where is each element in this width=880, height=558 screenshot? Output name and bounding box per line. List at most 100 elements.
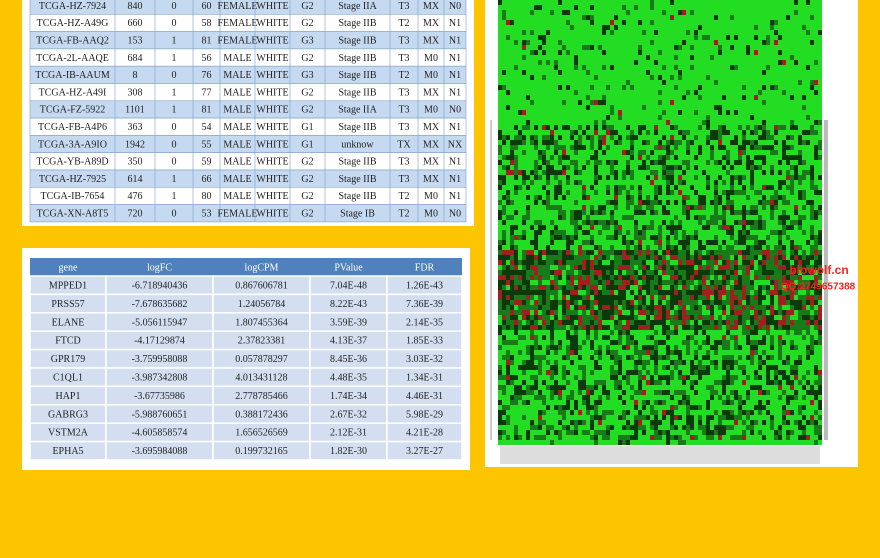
heatmap-cell: [574, 220, 578, 225]
heatmap-cell: [554, 225, 558, 230]
heatmap-cell: [606, 325, 610, 330]
heatmap-cell: [602, 300, 606, 305]
heatmap-cell: [706, 420, 710, 425]
heatmap-cell: [702, 425, 706, 430]
heatmap-cell: [658, 390, 662, 395]
heatmap-cell: [622, 265, 626, 270]
heatmap-cell: [710, 310, 714, 315]
cell-text: 3.27E-27: [406, 446, 443, 457]
heatmap-cell: [746, 270, 750, 275]
heatmap-cell: [546, 260, 550, 265]
cell-text: 81: [202, 105, 212, 116]
heatmap-cell: [790, 325, 794, 330]
heatmap-cell: [654, 270, 658, 275]
heatmap-cell: [554, 230, 558, 235]
heatmap-cell: [710, 265, 714, 270]
heatmap-cell: [654, 400, 658, 405]
heatmap-cell: [590, 405, 594, 410]
heatmap-cell: [690, 435, 694, 440]
heatmap-cell: [650, 255, 654, 260]
heatmap-cell: [778, 340, 782, 345]
heatmap-cell: [674, 140, 678, 145]
heatmap-cell: [638, 355, 642, 360]
heatmap-cell: [618, 275, 622, 280]
heatmap-cell: [554, 175, 558, 180]
cell-text: Stage IIA: [338, 1, 377, 12]
heatmap-cell: [718, 160, 722, 165]
heatmap-cell: [742, 210, 746, 215]
heatmap-cell: [750, 245, 754, 250]
heatmap-cell: [786, 135, 790, 140]
heatmap-cell: [746, 390, 750, 395]
heatmap-cell: [594, 290, 598, 295]
heatmap-cell: [706, 265, 710, 270]
heatmap-cell: [682, 390, 686, 395]
heatmap-cell: [766, 40, 770, 45]
heatmap-cell: [814, 285, 818, 290]
heatmap-cell: [618, 225, 622, 230]
heatmap-cell: [658, 200, 662, 205]
cell-text: G2: [301, 157, 313, 168]
heatmap-cell: [510, 240, 514, 245]
heatmap-cell: [702, 270, 706, 275]
heatmap-cell: [626, 305, 630, 310]
heatmap-cell: [794, 265, 798, 270]
heatmap-cell: [554, 295, 558, 300]
cell-text: 8.22E-43: [330, 299, 367, 310]
heatmap-cell: [738, 400, 742, 405]
heatmap-cell: [538, 285, 542, 290]
heatmap-cell: [626, 265, 630, 270]
cell-text: WHITE: [256, 157, 288, 168]
heatmap-cell: [734, 345, 738, 350]
heatmap-cell: [706, 260, 710, 265]
heatmap-cell: [674, 300, 678, 305]
heatmap-cell: [666, 365, 670, 370]
heatmap-cell: [570, 220, 574, 225]
heatmap-cell: [798, 425, 802, 430]
heatmap-cell: [706, 340, 710, 345]
heatmap-cell: [758, 320, 762, 325]
heatmap-cell: [634, 420, 638, 425]
heatmap-cell: [578, 320, 582, 325]
heatmap-cell: [742, 420, 746, 425]
heatmap-cell: [642, 160, 646, 165]
heatmap-cell: [590, 290, 594, 295]
heatmap-cell: [814, 145, 818, 150]
heatmap-cell: [506, 300, 510, 305]
heatmap-cell: [622, 20, 626, 25]
heatmap-cell: [662, 325, 666, 330]
heatmap-cell: [790, 345, 794, 350]
heatmap-cell: [722, 155, 726, 160]
cell-text: ELANE: [52, 317, 85, 328]
heatmap-cell: [758, 225, 762, 230]
heatmap-cell: [714, 80, 718, 85]
heatmap-cell: [806, 65, 810, 70]
heatmap-cell: [778, 235, 782, 240]
heatmap-cell: [614, 285, 618, 290]
heatmap-cell: [702, 200, 706, 205]
heatmap-cell: [542, 395, 546, 400]
heatmap-cell: [806, 260, 810, 265]
heatmap-cell: [506, 420, 510, 425]
heatmap-cell: [562, 285, 566, 290]
heatmap-cell: [794, 175, 798, 180]
heatmap-cell: [662, 220, 666, 225]
heatmap-cell: [630, 265, 634, 270]
heatmap-cell: [730, 360, 734, 365]
heatmap-cell: [690, 45, 694, 50]
heatmap-cell: [570, 285, 574, 290]
heatmap-cell: [722, 410, 726, 415]
heatmap-cell: [750, 425, 754, 430]
heatmap-cell: [638, 195, 642, 200]
cell-text: M0: [424, 209, 438, 220]
heatmap-cell: [698, 345, 702, 350]
heatmap-cell: [658, 400, 662, 405]
heatmap-cell: [570, 280, 574, 285]
heatmap-cell: [818, 175, 822, 180]
heatmap-cell: [698, 370, 702, 375]
heatmap-cell: [594, 320, 598, 325]
heatmap-cell: [746, 125, 750, 130]
heatmap-cell: [686, 285, 690, 290]
heatmap-cell: [554, 270, 558, 275]
heatmap-cell: [642, 405, 646, 410]
